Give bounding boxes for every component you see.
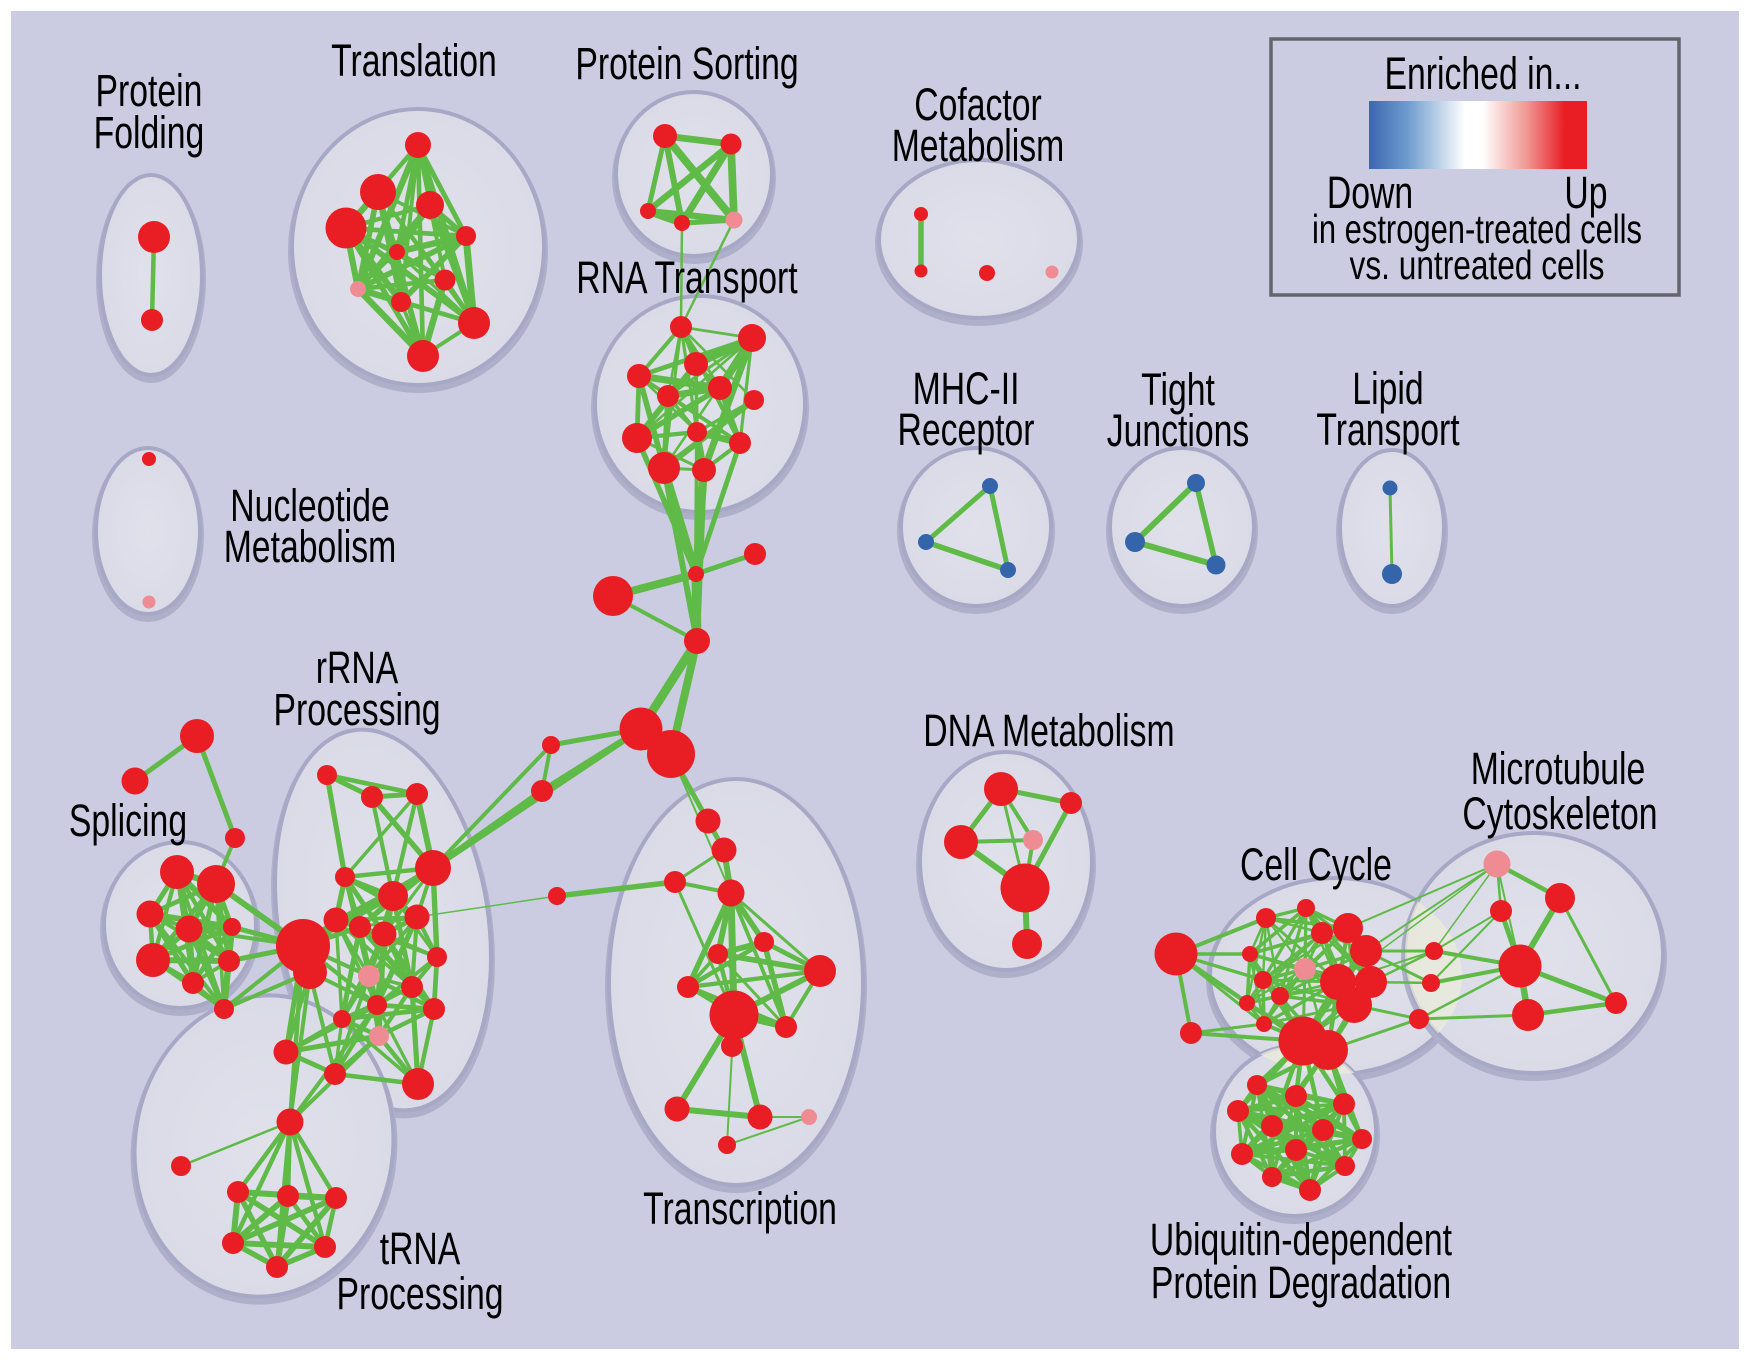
svg-text:Folding: Folding: [94, 107, 205, 158]
svg-text:Cytoskeleton: Cytoskeleton: [1462, 788, 1657, 839]
svg-text:Lipid: Lipid: [1352, 363, 1423, 414]
svg-text:Down: Down: [1327, 167, 1413, 218]
svg-text:Processing: Processing: [274, 684, 441, 735]
svg-text:Up: Up: [1564, 167, 1607, 218]
svg-text:vs. untreated cells: vs. untreated cells: [1350, 242, 1605, 288]
svg-text:Nucleotide: Nucleotide: [230, 480, 389, 531]
svg-text:Splicing: Splicing: [69, 795, 187, 846]
svg-text:Processing: Processing: [337, 1268, 504, 1319]
svg-text:Protein Sorting: Protein Sorting: [575, 38, 798, 89]
svg-text:Transport: Transport: [1316, 404, 1460, 455]
svg-text:DNA Metabolism: DNA Metabolism: [923, 705, 1174, 756]
svg-text:Tight: Tight: [1141, 364, 1215, 415]
svg-text:Enriched in...: Enriched in...: [1385, 48, 1582, 99]
svg-text:Transcription: Transcription: [643, 1183, 837, 1234]
svg-text:Protein Degradation: Protein Degradation: [1151, 1257, 1451, 1308]
svg-text:in estrogen-treated cells: in estrogen-treated cells: [1312, 206, 1642, 252]
svg-text:Junctions: Junctions: [1107, 405, 1250, 456]
svg-text:RNA Transport: RNA Transport: [576, 252, 798, 303]
svg-text:Metabolism: Metabolism: [224, 521, 397, 572]
svg-text:rRNA: rRNA: [316, 642, 399, 693]
svg-text:Ubiquitin-dependent: Ubiquitin-dependent: [1150, 1214, 1452, 1265]
svg-text:MHC-II: MHC-II: [913, 363, 1020, 414]
svg-text:Cell Cycle: Cell Cycle: [1240, 839, 1392, 890]
svg-text:Metabolism: Metabolism: [892, 120, 1065, 171]
svg-text:Receptor: Receptor: [898, 404, 1035, 455]
svg-text:tRNA: tRNA: [380, 1223, 461, 1274]
svg-text:Translation: Translation: [331, 35, 497, 86]
svg-text:Cofactor: Cofactor: [914, 79, 1042, 130]
svg-text:Protein: Protein: [96, 65, 203, 116]
svg-text:Microtubule: Microtubule: [1471, 743, 1646, 794]
